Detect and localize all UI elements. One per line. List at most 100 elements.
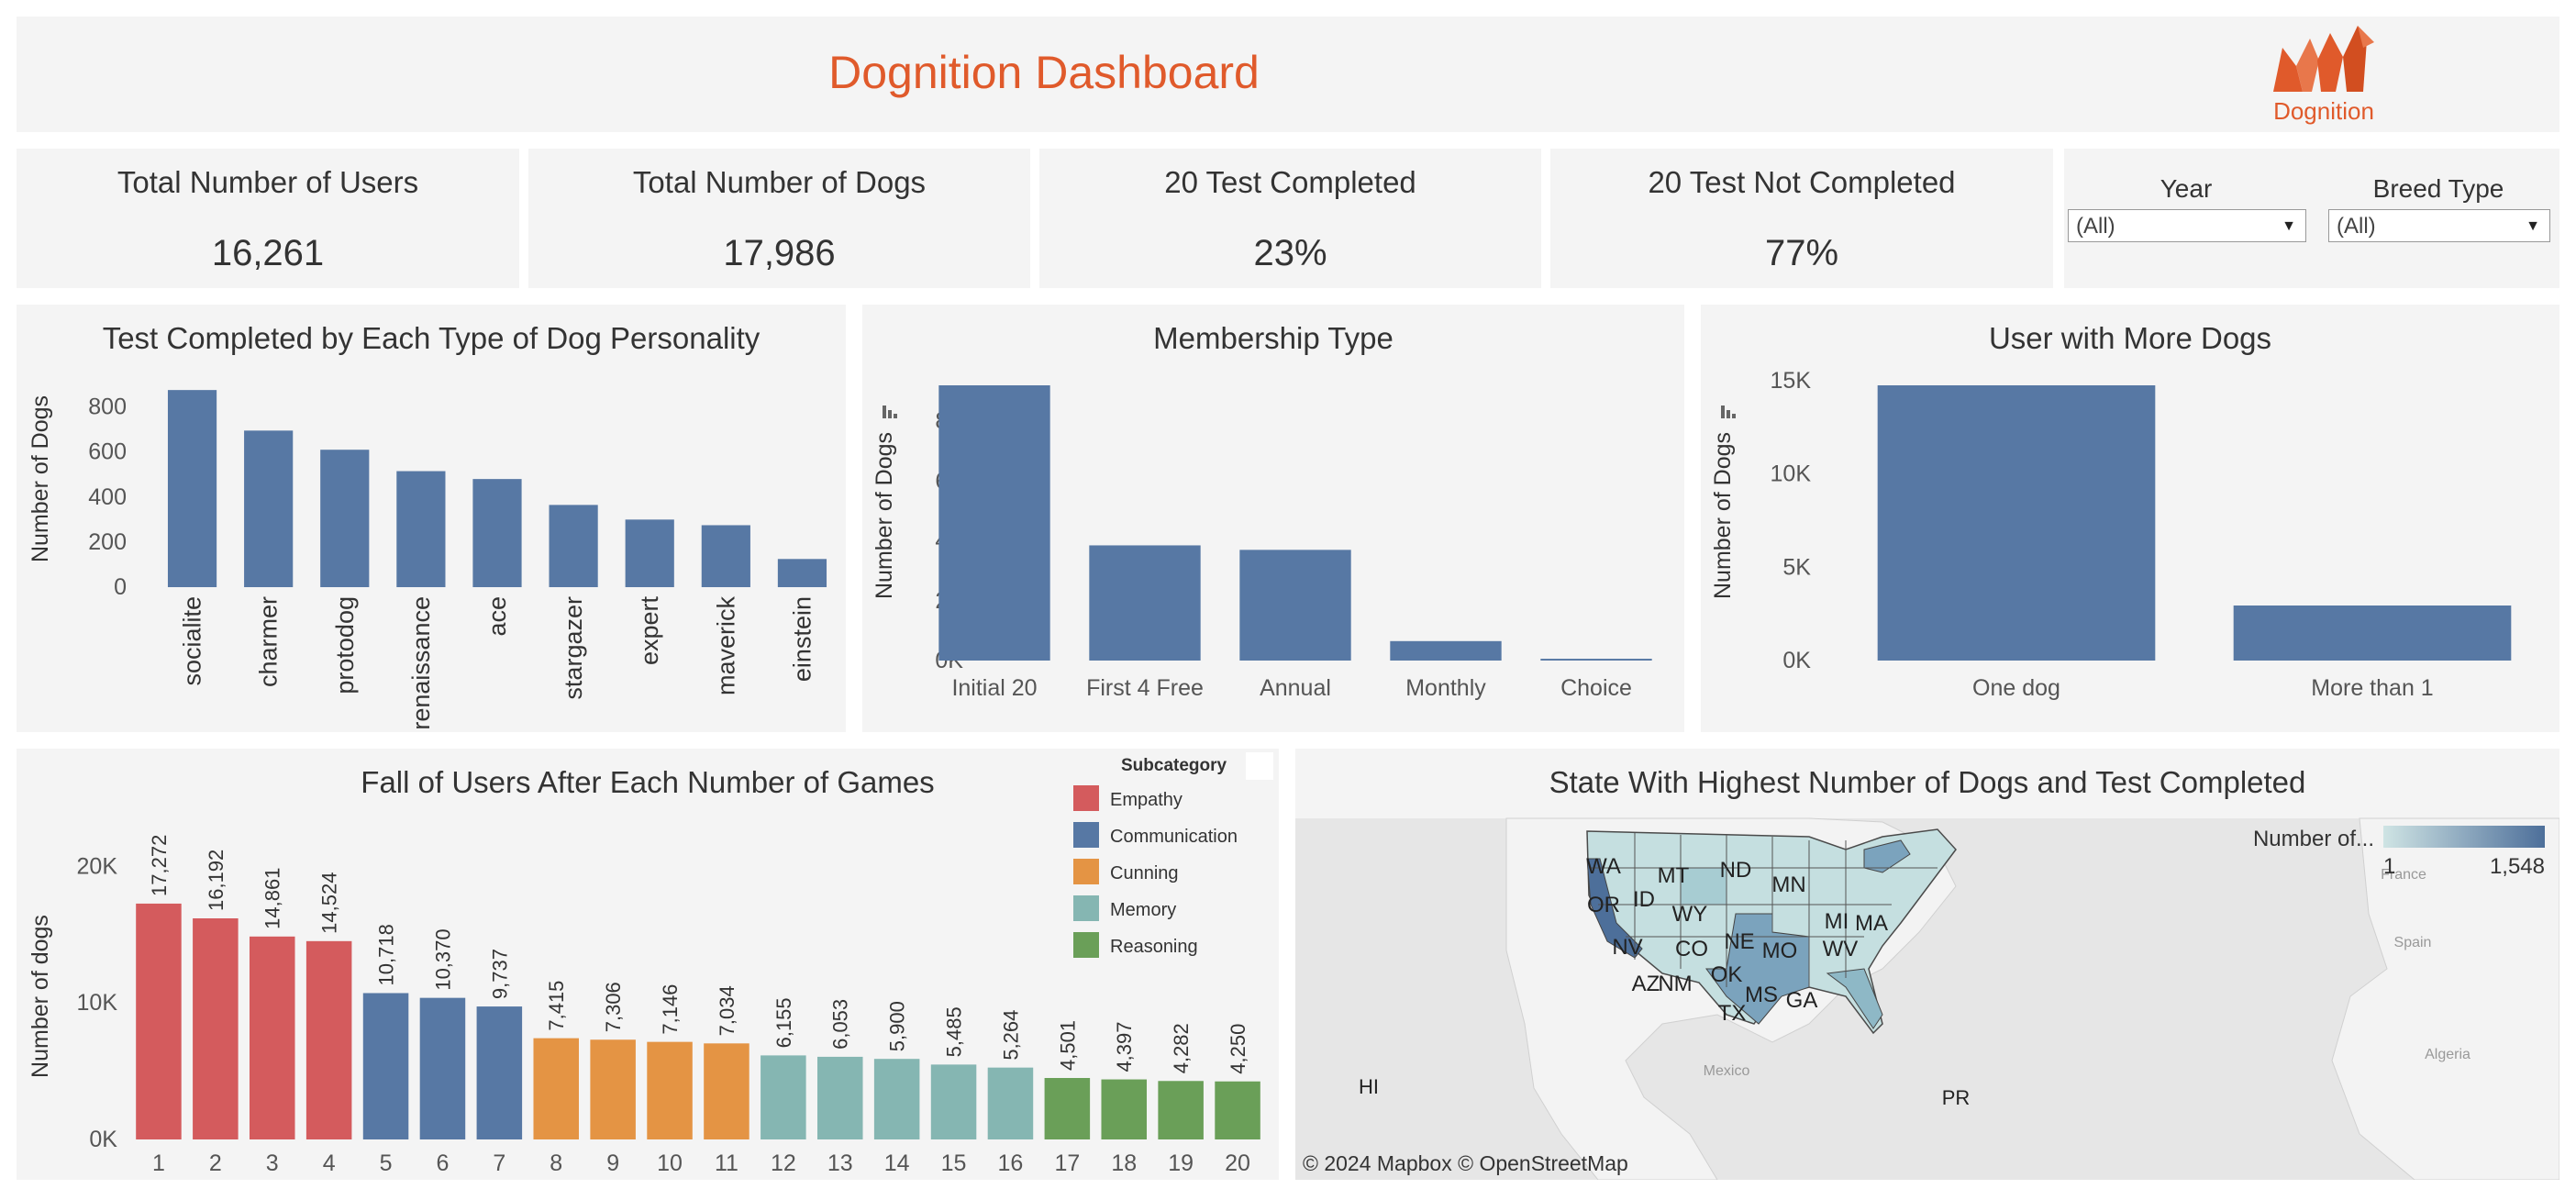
bar [1158,1081,1204,1139]
state-label: ND [1720,858,1752,883]
legend-swatch [1073,932,1099,958]
y-tick-label: 20K [77,853,118,879]
bar [701,525,750,587]
data-label: 10,370 [431,928,454,990]
bar [1089,545,1201,661]
membership-chart-panel: Membership Type 0K2K4K6K8KNumber of Dogs… [862,305,1684,732]
y-tick-label: 800 [88,394,127,420]
bar [938,385,1050,661]
sort-icon-bar [888,410,892,418]
state-label: NE [1724,929,1754,954]
y-tick-label: 10K [77,990,118,1016]
bar [2233,606,2512,661]
data-label: 4,501 [1056,1020,1079,1071]
bar [167,390,217,587]
x-tick-label: 1 [152,1150,165,1176]
bar [777,559,827,587]
y-tick-label: 0K [1782,648,1811,673]
bar [476,1006,523,1139]
kpi-total-dogs: Total Number of Dogs 17,986 [528,149,1030,288]
x-tick-label: 16 [998,1150,1024,1176]
dropdown-caret-icon: ▼ [2526,218,2540,234]
data-label: 14,861 [261,868,284,929]
games-bar-chart: 0K 10K 20K Number of dogs 1 17,272 2 16,192 3 14,… [28,752,1273,1176]
data-label: 9,737 [488,949,511,999]
map-panel: State With Highest Number of Dogs and Te… [1295,749,2560,1181]
state-label: WY [1672,902,1708,927]
more-dogs-chart-panel: User with More Dogs 0K 5K 10K 15K Number of … [1701,305,2559,732]
dropdown-caret-icon: ▼ [2282,218,2296,234]
data-label: 5,900 [886,1001,909,1051]
x-tick-label: socialite [179,596,206,686]
year-filter-value: (All) [2076,214,2115,239]
y-tick-label: 10K [1771,461,1812,487]
bar [136,903,182,1139]
x-tick-label: Initial 20 [951,675,1037,701]
x-tick-label: 17 [1054,1150,1080,1176]
x-tick-label: More than 1 [2311,675,2433,701]
personality-bar-chart: 0 200 400 600 800 Number of Dogs socialite char… [28,390,827,730]
state-ny [1863,839,1911,873]
data-label: 5,264 [999,1010,1022,1061]
logo-text: Dognition [2273,97,2374,125]
data-label: 4,282 [1170,1023,1193,1073]
games-chart-panel: Fall of Users After Each Number of Games… [17,749,1279,1180]
bar [704,1043,749,1139]
territory-label: PR [1942,1086,1971,1109]
legend-label: Communication [1110,827,1238,847]
bar [472,479,522,587]
x-tick-label: 11 [715,1150,738,1176]
state-ca [1586,858,1643,959]
state-label: MI [1825,909,1849,934]
map-title: State With Highest Number of Dogs and Te… [1549,765,2306,799]
bar [1877,385,2156,661]
x-tick-label: First 4 Free [1086,675,1204,701]
state-label: MS [1745,983,1778,1007]
legend-title: Subcategory [1121,756,1227,775]
state-label: TX [1718,1001,1747,1026]
legend-label: Reasoning [1110,937,1198,957]
x-tick-label: einstein [788,596,816,682]
bar [1239,550,1351,661]
bar [761,1055,806,1139]
state-fl [1826,968,1883,1029]
bar [305,940,352,1139]
year-filter-label: Year [2160,174,2213,203]
bar [590,1039,636,1139]
more-dogs-bar-chart: 0K 5K 10K 15K Number of Dogs One dog More than… [1710,368,2512,701]
data-label: 10,718 [375,924,398,985]
x-tick-label: stargazer [560,596,587,700]
state-label: ID [1633,887,1655,912]
y-tick-label: 400 [88,484,127,510]
sort-icon [1721,406,1736,418]
x-tick-label: 13 [827,1150,853,1176]
data-label: 4,397 [1113,1021,1136,1072]
state-label: MA [1855,911,1888,936]
kpi-test-not-completed: 20 Test Not Completed 77% [1550,149,2053,288]
bar [816,1056,863,1139]
year-filter-select[interactable]: (All) ▼ [2068,209,2306,242]
data-label: 16,192 [205,850,228,911]
breed-filter-select[interactable]: (All) ▼ [2328,209,2550,242]
state-label: WV [1823,937,1859,961]
x-tick-label: ace [483,596,511,637]
y-axis-label: Number of Dogs [1710,432,1736,599]
chart-title: Membership Type [1153,321,1393,355]
kpi-label: 20 Test Completed [1164,165,1416,199]
legend-swatch [1073,895,1099,921]
chart-legend: Subcategory Empathy Communication Cunning Me… [1073,752,1273,958]
place-label: Mexico [1704,1063,1750,1079]
kpi-test-completed: 20 Test Completed 23% [1039,149,1541,288]
data-label: 17,272 [148,835,171,896]
map-legend-title: Number of... [2253,827,2374,851]
bar [320,450,370,587]
map-attribution: © 2024 Mapbox © OpenStreetMap [1303,1151,1628,1175]
x-tick-label: 5 [380,1150,393,1176]
x-tick-label: 18 [1111,1150,1137,1176]
y-tick-label: 200 [88,529,127,555]
sort-icon-bar [883,406,886,418]
data-label: 7,146 [659,984,682,1035]
x-tick-label: 10 [657,1150,683,1176]
x-tick-label: protodog [331,596,359,694]
